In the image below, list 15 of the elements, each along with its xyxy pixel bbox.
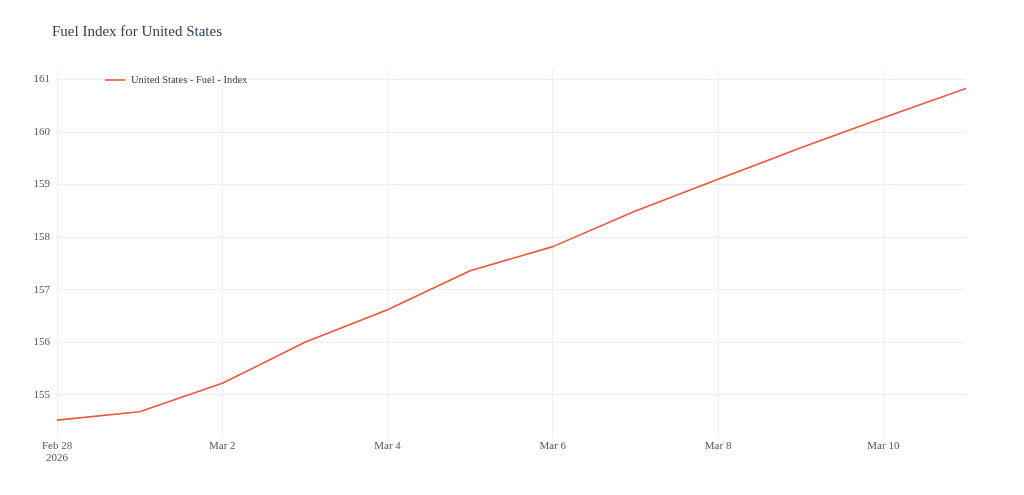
y-tick-label: 159 [33, 177, 51, 190]
y-tick-label: 158 [33, 230, 51, 243]
x-tick-label: Mar 10 [867, 438, 900, 451]
chart-title: Fuel Index for United States [52, 22, 223, 39]
x-tick-label: Mar 4 [374, 438, 402, 451]
y-tick-label: 161 [33, 72, 50, 85]
x-tick-label: Mar 8 [704, 438, 732, 451]
x-tick-label: Mar 6 [539, 438, 567, 451]
y-tick-label: 155 [33, 387, 51, 400]
x-tick-label: Feb 28 2026 [41, 438, 73, 464]
y-tick-label: 157 [33, 282, 51, 295]
y-tick-label: 160 [33, 124, 51, 137]
legend-label: United States - Fuel - Index [131, 73, 249, 85]
x-tick-label: Mar 2 [208, 438, 236, 451]
y-tick-label: 156 [33, 335, 51, 348]
